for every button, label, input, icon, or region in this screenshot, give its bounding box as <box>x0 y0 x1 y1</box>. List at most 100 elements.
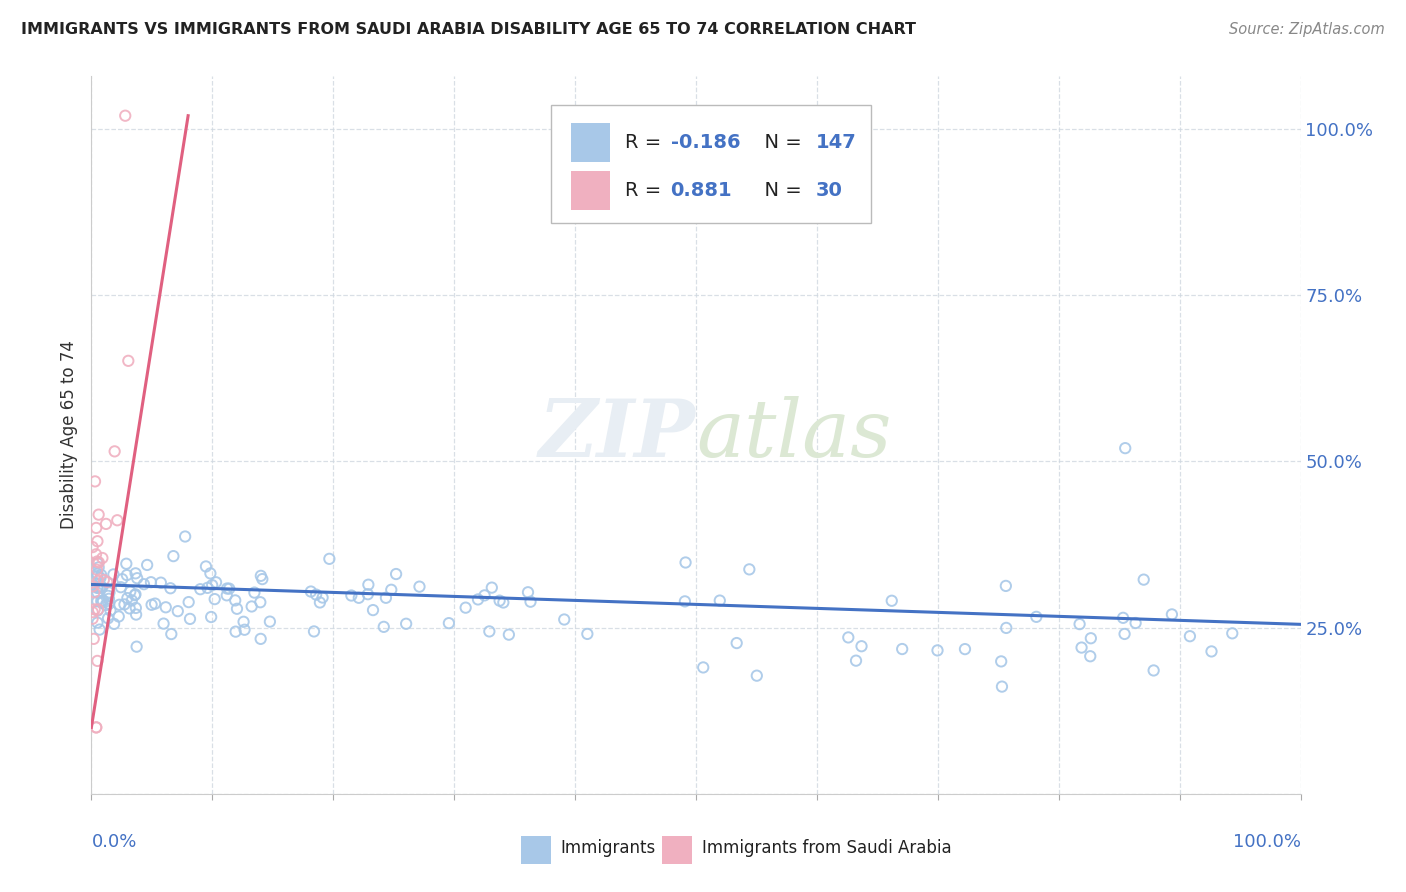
Point <box>125 601 148 615</box>
Point <box>98 585 121 599</box>
Point <box>87 602 110 616</box>
Point <box>299 584 322 599</box>
Point <box>110 580 132 594</box>
Point <box>103 616 125 631</box>
Point <box>891 642 914 657</box>
Point <box>96 574 118 589</box>
Point <box>880 593 903 607</box>
Point <box>121 593 143 607</box>
Point <box>90 581 112 595</box>
FancyBboxPatch shape <box>662 836 692 863</box>
Point <box>851 639 873 653</box>
Point <box>374 591 396 605</box>
Point <box>84 720 107 734</box>
Point <box>243 585 266 599</box>
Point <box>86 569 108 583</box>
Point <box>385 567 408 582</box>
Point <box>91 551 114 566</box>
Point <box>340 589 363 603</box>
Point <box>83 585 105 599</box>
Point <box>357 577 380 591</box>
Point <box>1070 640 1092 655</box>
Point <box>115 568 138 582</box>
Y-axis label: Disability Age 65 to 74: Disability Age 65 to 74 <box>60 341 79 529</box>
FancyBboxPatch shape <box>571 123 610 162</box>
Text: N =: N = <box>752 133 807 153</box>
Point <box>87 560 110 574</box>
Point <box>1078 649 1101 664</box>
Point <box>232 615 254 629</box>
Point <box>82 579 104 593</box>
Point <box>94 516 117 531</box>
Text: ZIP: ZIP <box>538 396 696 474</box>
Point <box>994 579 1017 593</box>
Point <box>124 587 146 601</box>
Point <box>953 642 976 657</box>
Point <box>249 632 271 646</box>
Point <box>1201 644 1223 658</box>
Point <box>200 566 222 581</box>
Point <box>188 582 211 597</box>
Point <box>454 600 477 615</box>
Point <box>478 624 501 639</box>
Point <box>1125 615 1147 630</box>
Point <box>91 596 114 610</box>
Point <box>225 624 247 639</box>
Point <box>361 603 384 617</box>
Point <box>675 556 697 570</box>
Point <box>86 566 108 581</box>
Point <box>738 562 761 576</box>
Point <box>309 595 332 609</box>
Point <box>120 584 142 599</box>
Point <box>82 540 104 554</box>
Point <box>94 598 117 612</box>
Text: IMMIGRANTS VS IMMIGRANTS FROM SAUDI ARABIA DISABILITY AGE 65 TO 74 CORRELATION C: IMMIGRANTS VS IMMIGRANTS FROM SAUDI ARAB… <box>21 22 917 37</box>
Point <box>91 593 114 607</box>
Point <box>162 549 184 563</box>
Point <box>87 508 110 522</box>
Point <box>576 627 599 641</box>
Point <box>692 660 714 674</box>
Point <box>108 598 131 612</box>
Point <box>745 668 768 682</box>
Text: Source: ZipAtlas.com: Source: ZipAtlas.com <box>1229 22 1385 37</box>
Point <box>492 595 515 609</box>
Point <box>125 640 148 654</box>
Point <box>240 599 263 614</box>
Point <box>136 558 159 572</box>
Text: R =: R = <box>624 181 666 200</box>
Point <box>990 654 1012 668</box>
Point <box>1114 441 1136 455</box>
Point <box>709 593 731 607</box>
Point <box>159 581 181 595</box>
Point <box>179 612 201 626</box>
Point <box>86 594 108 608</box>
Point <box>174 529 197 543</box>
Text: 0.0%: 0.0% <box>91 833 136 851</box>
Point <box>302 624 325 639</box>
Text: 147: 147 <box>815 133 856 153</box>
Point <box>725 636 748 650</box>
Point <box>143 597 166 611</box>
Point <box>127 571 149 585</box>
Point <box>488 593 510 607</box>
Point <box>252 572 274 586</box>
Point <box>86 581 108 595</box>
Point <box>218 582 240 596</box>
Point <box>87 556 110 570</box>
Text: Immigrants from Saudi Arabia: Immigrants from Saudi Arabia <box>702 838 952 856</box>
Point <box>347 591 370 605</box>
Point <box>111 572 134 586</box>
Point <box>86 603 108 617</box>
Point <box>125 607 148 622</box>
Point <box>233 623 256 637</box>
Point <box>1220 626 1243 640</box>
Text: 30: 30 <box>815 181 842 200</box>
Point <box>481 581 503 595</box>
Point <box>226 601 249 615</box>
Point <box>380 582 402 597</box>
Point <box>97 597 120 611</box>
Point <box>105 513 128 527</box>
Point <box>357 587 380 601</box>
Point <box>249 595 271 609</box>
